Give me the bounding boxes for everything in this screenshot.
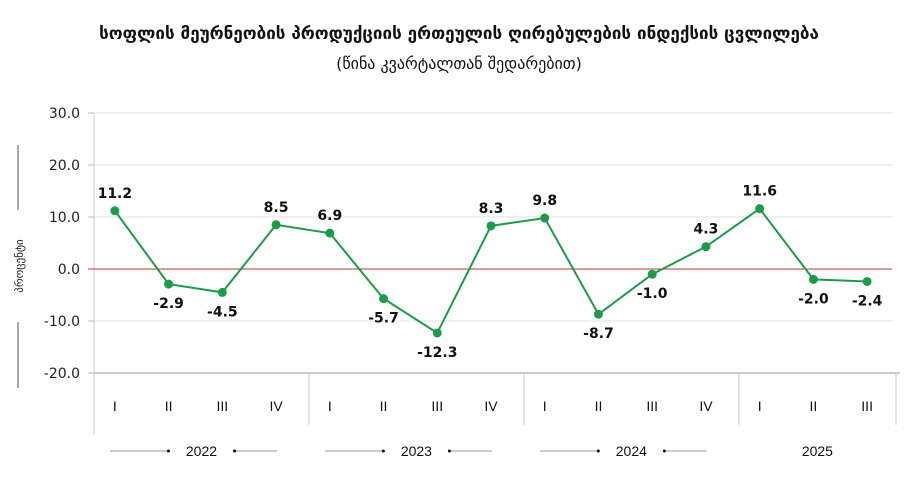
data-point <box>110 206 120 216</box>
y-tick-label: 10.0 <box>49 210 80 226</box>
year-label: 2022 <box>186 443 217 459</box>
x-tick-label: I <box>328 398 332 414</box>
data-point <box>808 274 818 284</box>
data-point <box>755 204 765 214</box>
data-point <box>164 279 174 289</box>
x-tick-label: IV <box>484 398 498 414</box>
y-axis-label: პროცენტი <box>13 239 26 293</box>
x-tick-label: I <box>543 398 547 414</box>
x-tick-label: II <box>380 398 388 414</box>
data-label: -2.0 <box>798 291 829 307</box>
year-bracket-dot <box>232 449 236 453</box>
year-bracket-dot <box>381 449 385 453</box>
y-tick-label: 0.0 <box>58 262 80 278</box>
chart-title: სოფლის მეურნეობის პროდუქციის ერთეულის ღი… <box>99 24 819 44</box>
x-tick-label: II <box>595 398 603 414</box>
data-point <box>593 309 603 319</box>
data-label: 9.8 <box>532 193 557 209</box>
data-point <box>432 328 442 338</box>
x-tick-label: I <box>758 398 762 414</box>
x-tick-label: II <box>810 398 818 414</box>
data-label: -1.0 <box>637 286 668 302</box>
year-bracket-dot <box>662 449 666 453</box>
x-tick-label: II <box>165 398 173 414</box>
data-label: -4.5 <box>207 304 238 320</box>
y-tick-label: 30.0 <box>49 106 80 122</box>
y-tick-label: 20.0 <box>49 158 80 174</box>
y-tick-label: -20.0 <box>44 366 80 382</box>
x-tick-label: I <box>113 398 117 414</box>
year-label: 2025 <box>802 443 833 459</box>
data-point <box>701 242 711 252</box>
data-point <box>647 269 657 279</box>
data-point <box>862 276 872 286</box>
data-label: -5.7 <box>368 311 399 327</box>
data-label: 11.2 <box>98 186 133 202</box>
data-point <box>540 213 550 223</box>
x-tick-label: III <box>431 398 443 414</box>
x-tick-label: IV <box>699 398 713 414</box>
data-label: 8.3 <box>479 201 504 217</box>
y-tick-label: -10.0 <box>44 314 80 330</box>
data-label: 8.5 <box>264 200 289 216</box>
x-tick-label: III <box>646 398 658 414</box>
chart-subtitle: (წინა კვარტალთან შედარებით) <box>336 54 582 73</box>
year-bracket-dot <box>166 449 170 453</box>
x-tick-label: III <box>861 398 873 414</box>
data-point <box>325 228 335 238</box>
data-point <box>486 221 496 231</box>
data-point <box>379 294 389 304</box>
data-label: 6.9 <box>317 208 342 224</box>
year-label: 2023 <box>401 443 432 459</box>
data-label: -2.9 <box>153 296 184 312</box>
year-bracket-dot <box>596 449 600 453</box>
data-label: -8.7 <box>583 326 614 342</box>
x-tick-label: III <box>216 398 228 414</box>
year-label: 2024 <box>616 443 647 459</box>
data-point <box>217 287 227 297</box>
x-tick-label: IV <box>269 398 283 414</box>
data-label: 4.3 <box>694 222 719 238</box>
data-label: -2.4 <box>852 293 883 309</box>
year-bracket-dot <box>447 449 451 453</box>
data-label: 11.6 <box>742 184 777 200</box>
data-point <box>271 220 281 230</box>
data-label: -12.3 <box>417 345 457 361</box>
